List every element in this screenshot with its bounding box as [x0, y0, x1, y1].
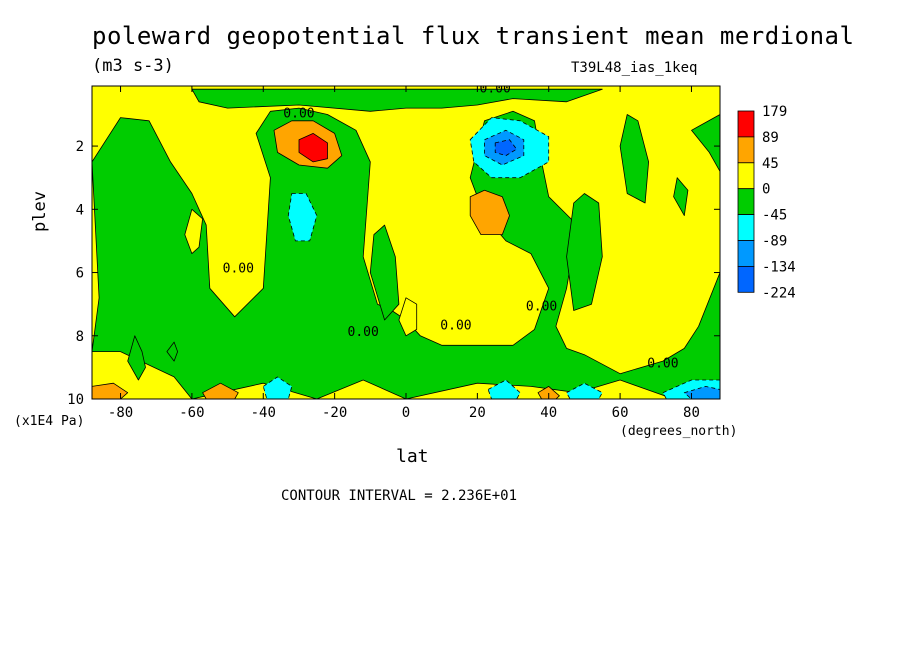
contour-region-10 [673, 177, 689, 217]
chart-units: (m3 s-3) [92, 56, 174, 76]
chart-title: poleward geopotential flux transient mea… [92, 22, 855, 50]
x-tick-label-1: -60 [179, 405, 204, 421]
contour-region-2 [691, 114, 720, 172]
contour-label-5: 0.00 [526, 299, 557, 314]
contour-region-22 [469, 189, 510, 236]
y-tick-label-3: 8 [76, 329, 84, 345]
legend-label-3: 0 [762, 182, 770, 198]
contour-label-4: 0.00 [440, 318, 471, 333]
legend-label-6: -134 [762, 259, 796, 275]
y-tick-label-1: 4 [76, 202, 84, 218]
y-tick-label-2: 6 [76, 266, 84, 282]
contour-region-3 [619, 114, 649, 204]
x-axis-unit: (degrees_north) [620, 424, 738, 439]
legend-swatch-3 [737, 188, 755, 215]
legend-label-1: 89 [762, 130, 779, 146]
contour-region-7 [398, 297, 418, 337]
x-tick-label-8: 80 [683, 405, 700, 421]
contour-region-0 [92, 107, 720, 399]
legend-swatch-0 [737, 110, 755, 138]
legend-label-7: -224 [762, 285, 796, 301]
run-id-label: T39L48_ias_1keq [571, 60, 698, 76]
contour-region-16 [487, 379, 521, 399]
contour-interval-label: CONTOUR INTERVAL = 2.236E+01 [281, 488, 518, 504]
contour-region-5 [566, 193, 603, 311]
contour-region-9 [166, 341, 179, 362]
contour-label-6: 0.00 [647, 356, 678, 371]
y-axis-unit: (x1E4 Pa) [14, 414, 85, 429]
legend-swatch-1 [737, 136, 755, 164]
legend-swatch-2 [737, 162, 755, 190]
contour-region-6 [184, 208, 204, 255]
contour-label-3: 0.00 [348, 325, 379, 340]
y-tick-label-0: 2 [76, 139, 84, 155]
x-axis-label: lat [396, 446, 429, 467]
x-tick-label-6: 40 [540, 405, 557, 421]
x-tick-label-2: -40 [251, 405, 276, 421]
contour-region-21 [298, 132, 328, 163]
x-tick-label-0: -80 [108, 405, 133, 421]
legend-label-0: 179 [762, 104, 787, 120]
legend-label-2: 45 [762, 156, 779, 172]
contour-label-2: 0.00 [223, 262, 254, 277]
contour-region-1 [191, 88, 603, 112]
contour-region-15 [262, 376, 293, 399]
contour-region-8 [127, 335, 146, 381]
y-tick-label-4: 10 [67, 392, 84, 408]
legend-swatch-4 [737, 214, 755, 241]
contour-region-11 [287, 193, 318, 242]
legend-label-4: -45 [762, 208, 787, 224]
contour-region-23 [92, 382, 129, 399]
contour-region-25 [537, 385, 560, 399]
y-axis-label: plev [30, 191, 50, 232]
contour-region-4 [369, 224, 400, 321]
contour-region-19 [683, 385, 720, 399]
x-tick-label-3: -20 [322, 405, 347, 421]
legend-swatch-5 [737, 240, 755, 267]
contour-label-0: 0.00 [283, 107, 314, 122]
contour-region-24 [202, 382, 239, 399]
color-legend: 179 89 45 0 -45 -89 -134 -224 [737, 104, 796, 301]
contour-label-1: 0.00 [480, 81, 511, 96]
contour-region-17 [566, 382, 603, 399]
x-tick-label-7: 60 [612, 405, 629, 421]
x-tick-label-5: 20 [469, 405, 486, 421]
contour-region-14 [494, 139, 517, 157]
legend-swatch-6 [737, 265, 755, 293]
legend-label-5: -89 [762, 234, 787, 250]
x-tick-label-4: 0 [402, 405, 410, 421]
